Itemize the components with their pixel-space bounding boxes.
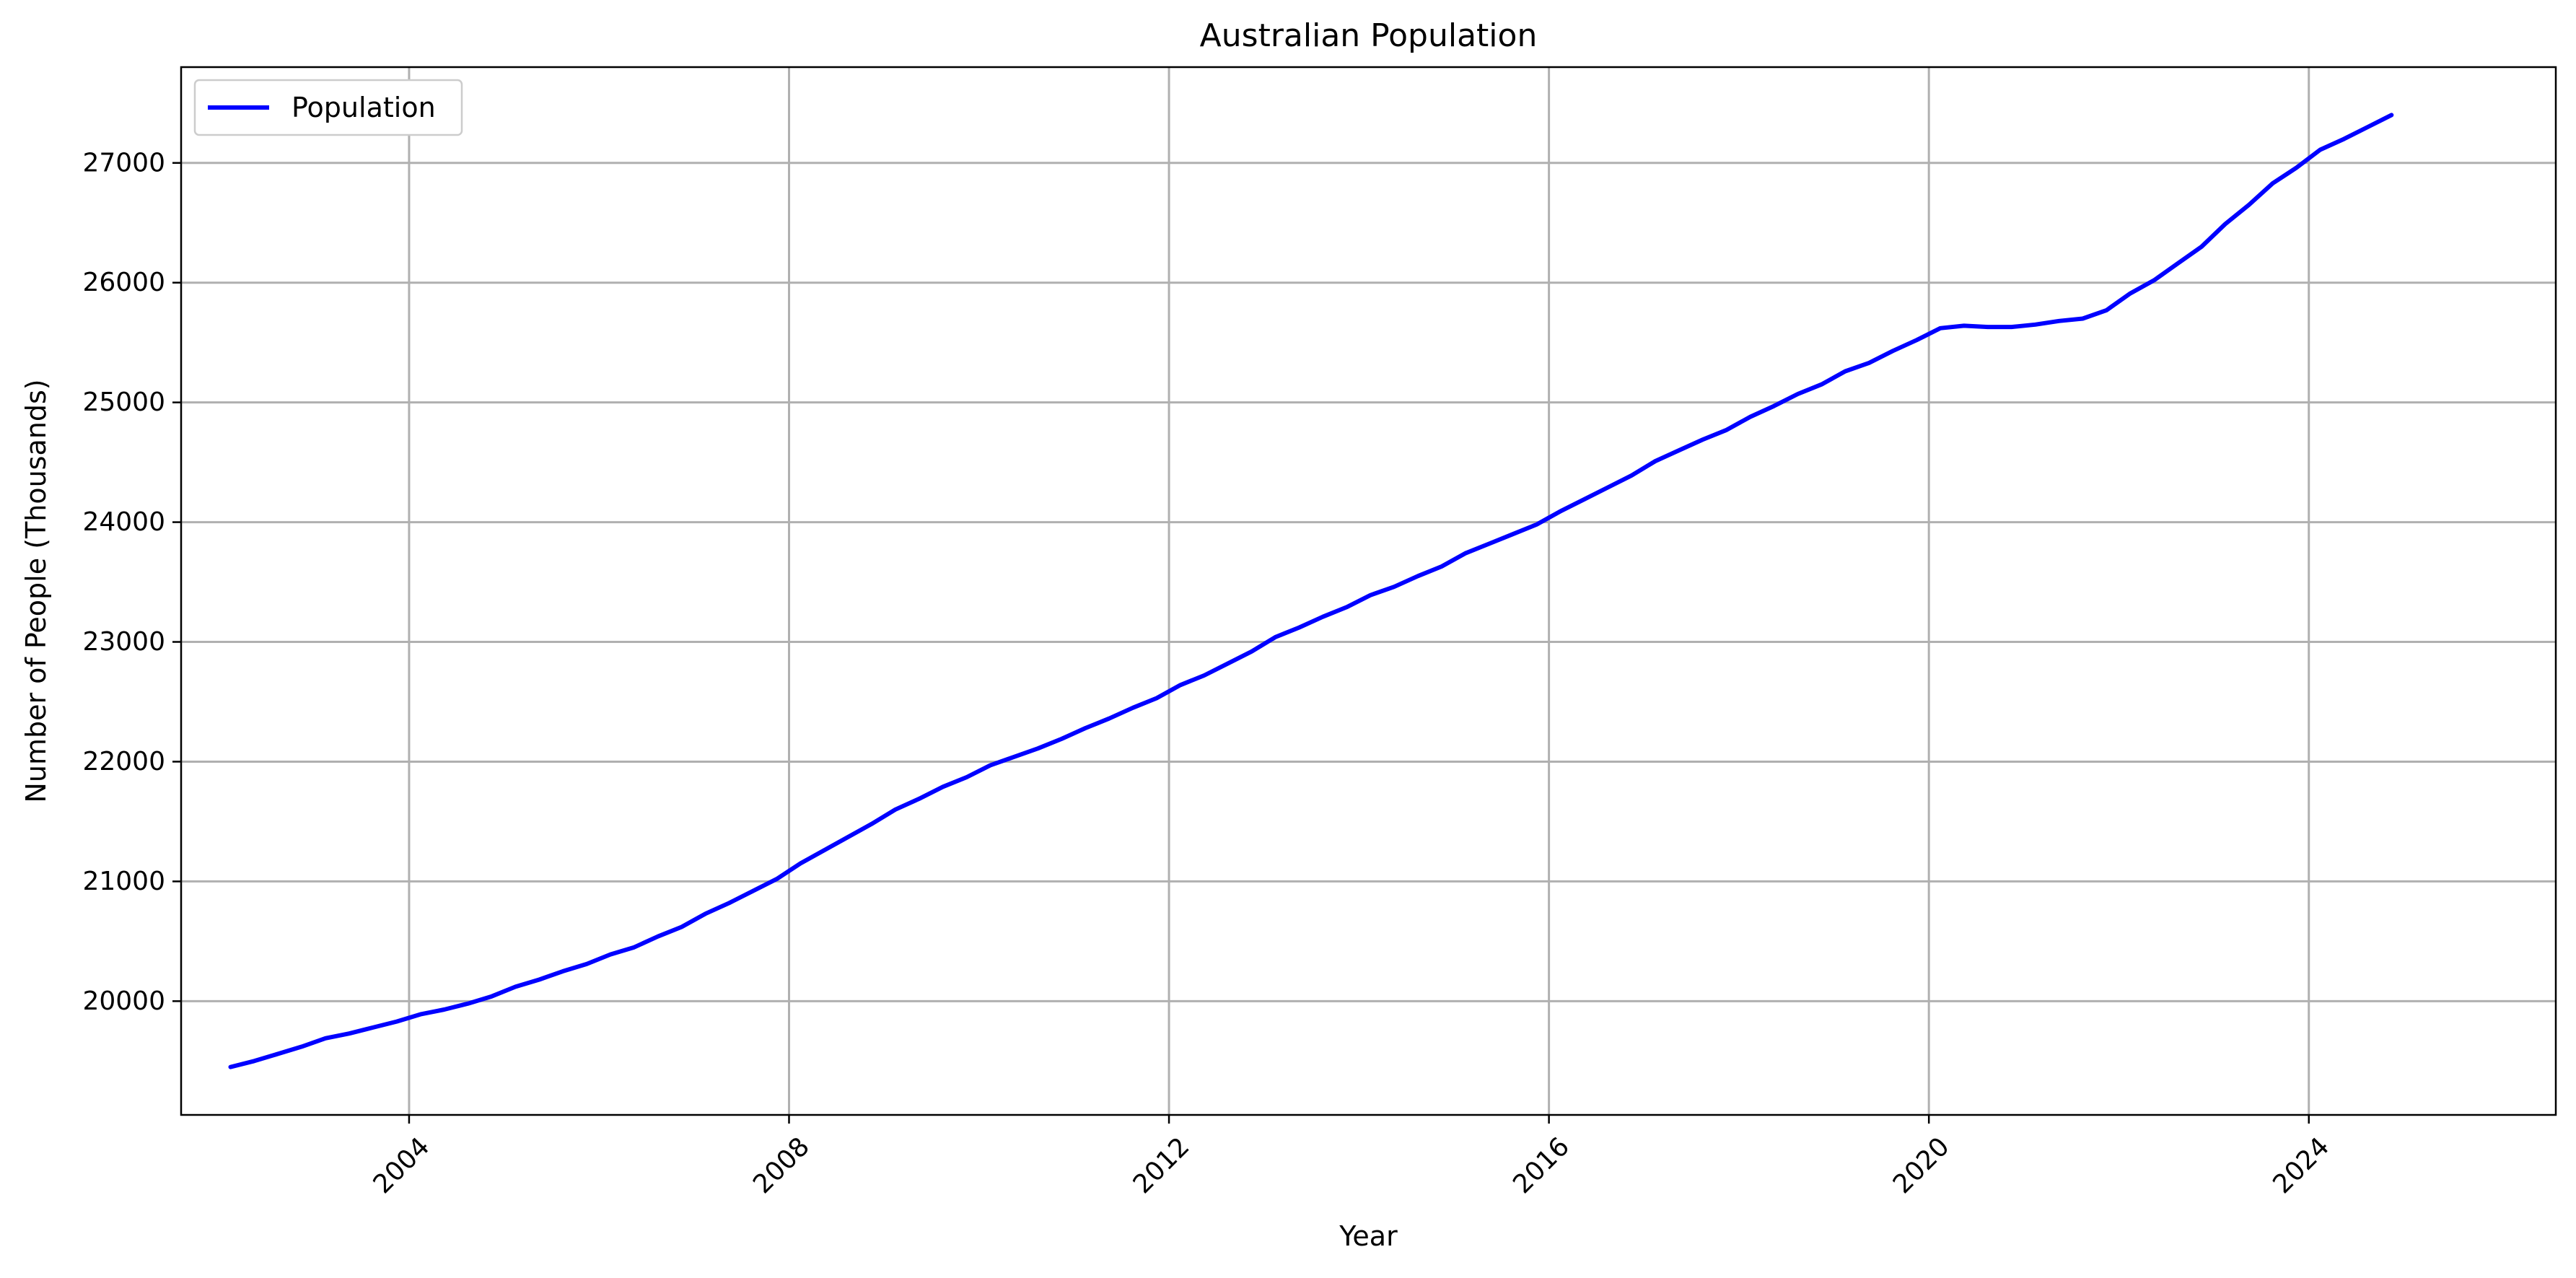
- data-point: [1132, 707, 1134, 709]
- data-point: [1061, 738, 1062, 740]
- data-point: [349, 1033, 350, 1034]
- data-point: [2011, 326, 2012, 328]
- data-point: [1583, 499, 1585, 500]
- data-point: [1868, 362, 1870, 364]
- data-point: [1750, 416, 1751, 418]
- data-point: [1702, 439, 1704, 440]
- data-point: [657, 936, 659, 937]
- data-point: [2367, 126, 2368, 128]
- data-point: [538, 979, 540, 980]
- data-point: [2296, 167, 2297, 168]
- data-point: [491, 996, 492, 997]
- data-point: [396, 1021, 398, 1023]
- data-point: [1655, 460, 1656, 462]
- data-point: [823, 849, 825, 851]
- data-point: [2153, 279, 2155, 281]
- data-point: [420, 1014, 421, 1015]
- data-point: [1631, 475, 1632, 476]
- data-point: [1274, 636, 1276, 638]
- plot-frame: [180, 66, 2557, 1116]
- y-tick-label: 21000: [82, 867, 165, 896]
- chart-title: Australian Population: [1200, 17, 1538, 54]
- y-axis-title: Number of People (Thousands): [20, 379, 52, 802]
- data-point: [776, 878, 777, 880]
- data-point: [2129, 293, 2131, 294]
- data-point: [1085, 727, 1086, 729]
- data-point: [1227, 662, 1229, 664]
- series-layer: [228, 113, 2394, 1069]
- data-point: [2035, 324, 2036, 325]
- data-point: [1987, 326, 1989, 328]
- data-point: [514, 986, 516, 987]
- data-point: [1821, 384, 1822, 385]
- y-tick-label: 23000: [82, 627, 165, 657]
- data-point: [1251, 651, 1253, 652]
- data-point: [2320, 149, 2321, 151]
- legend-box: [193, 79, 463, 136]
- population-series-line: [228, 113, 2394, 1069]
- data-point: [2082, 318, 2083, 319]
- data-point: [966, 776, 968, 778]
- data-point: [1013, 756, 1015, 758]
- x-axis-title: Year: [1339, 1220, 1398, 1252]
- data-point: [990, 764, 991, 766]
- y-tick-label: 24000: [82, 507, 165, 537]
- data-point: [1559, 511, 1561, 512]
- data-point: [1797, 393, 1799, 395]
- data-point: [799, 863, 801, 865]
- y-tick-label: 26000: [82, 268, 165, 297]
- y-tick-label: 25000: [82, 388, 165, 417]
- data-point: [1536, 524, 1538, 525]
- data-point: [372, 1027, 374, 1028]
- legend: Population: [193, 79, 463, 136]
- data-point: [1346, 606, 1347, 608]
- data-point: [1156, 698, 1157, 699]
- data-point: [2248, 204, 2250, 206]
- y-tick-label: 20000: [82, 986, 165, 1016]
- data-point: [253, 1060, 255, 1062]
- y-tick-label: 22000: [82, 747, 165, 776]
- data-point: [1417, 575, 1419, 577]
- grid-layer: [181, 67, 2556, 1115]
- data-point: [1916, 339, 1917, 341]
- data-point: [1108, 718, 1110, 719]
- data-point: [1678, 450, 1680, 451]
- y-tick-label: 27000: [82, 148, 165, 178]
- data-point: [1844, 370, 1846, 372]
- data-point: [1512, 533, 1514, 535]
- data-point: [1726, 429, 1727, 431]
- data-point: [610, 954, 611, 955]
- legend-label: Population: [292, 92, 436, 123]
- data-point: [1298, 627, 1300, 629]
- data-point: [2201, 246, 2202, 248]
- data-point: [847, 836, 849, 838]
- data-point: [1963, 325, 1965, 326]
